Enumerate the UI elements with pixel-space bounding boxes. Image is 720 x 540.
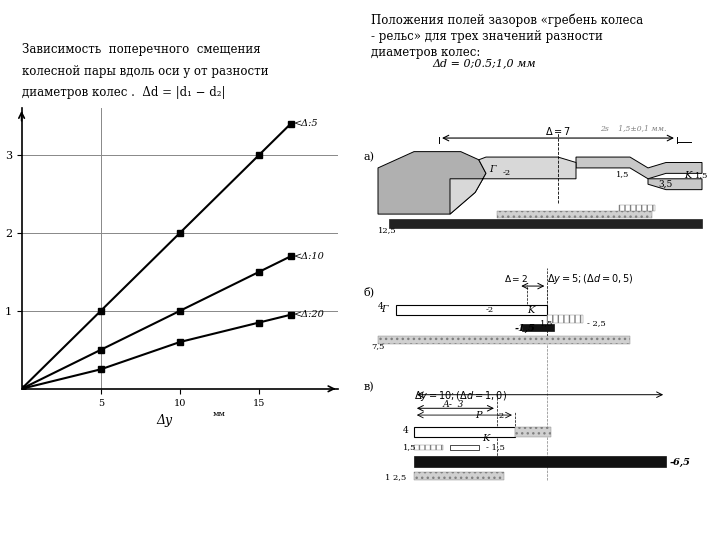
Text: 4: 4 [403,426,409,435]
Text: 1 2,5: 1 2,5 [385,473,407,481]
Text: Δd = 0;0.5;1,0 мм: Δd = 0;0.5;1,0 мм [432,58,536,68]
Text: <Δ:5: <Δ:5 [294,119,319,128]
Text: $\Delta y = 5; (\Delta d = 0,5)$: $\Delta y = 5; (\Delta d = 0,5)$ [547,272,634,286]
Text: -2: -2 [503,168,510,177]
Text: Δy: Δy [156,414,172,427]
Polygon shape [576,157,702,179]
Text: $\Delta=2$: $\Delta=2$ [504,273,528,284]
Bar [414,427,515,437]
Text: 1,5: 1,5 [695,171,708,179]
Text: а): а) [364,151,374,162]
Text: Р: Р [475,411,482,420]
Bar [547,315,583,323]
Text: 1,5: 1,5 [616,170,629,178]
Text: K: K [482,434,490,443]
Polygon shape [648,179,702,190]
Text: $\Delta = 7$: $\Delta = 7$ [545,125,571,137]
Text: $\Delta y = 10; (\Delta d = 1,0)$: $\Delta y = 10; (\Delta d = 1,0)$ [414,389,507,403]
Text: б): б) [364,287,374,298]
Bar [378,336,630,345]
Bar [414,472,504,480]
Bar [497,211,652,218]
Text: А-  3: А- 3 [443,400,464,409]
Text: - 2,5: - 2,5 [587,319,606,327]
Text: диаметров колес:: диаметров колес: [371,46,480,59]
Text: 4: 4 [378,302,384,311]
Bar [414,445,443,450]
Bar [389,219,702,228]
Text: -2: -2 [486,306,494,314]
Text: Г: Г [382,305,388,314]
Text: -2: -2 [497,412,505,420]
Bar [522,324,554,331]
Text: Г: Г [490,165,496,174]
Bar [450,445,479,450]
Text: - рельс» для трех значений разности: - рельс» для трех значений разности [371,30,603,43]
Text: диаметров колес .  Δd = |d₁ − d₂|: диаметров колес . Δd = |d₁ − d₂| [22,86,225,99]
Text: <Δ:10: <Δ:10 [294,252,325,261]
Text: Положения полей зазоров «гребень колеса: Положения полей зазоров «гребень колеса [371,14,643,27]
Text: -6,5: -6,5 [670,457,690,467]
Text: 7,5: 7,5 [371,342,384,350]
Text: мм: мм [213,410,226,418]
Bar [396,305,547,315]
Polygon shape [378,152,486,214]
Bar [414,456,666,467]
Bar [619,205,655,211]
Text: 12,5: 12,5 [378,226,397,234]
Text: 1,5: 1,5 [540,319,554,327]
Polygon shape [450,157,576,214]
Text: - 1,5: - 1,5 [486,443,505,451]
Text: колесной пары вдоль оси y от разности: колесной пары вдоль оси y от разности [22,65,269,78]
Text: 1,5: 1,5 [403,443,417,451]
Text: <Δ:20: <Δ:20 [294,310,325,319]
Bar [515,427,551,437]
Text: Зависимость  поперечного  смещения: Зависимость поперечного смещения [22,43,260,56]
Text: 2s    1,5±0,1 мм.: 2s 1,5±0,1 мм. [600,124,666,132]
Text: -1,5: -1,5 [515,325,536,333]
Text: 3,5: 3,5 [659,180,673,189]
Text: K: K [527,306,535,315]
Text: в): в) [364,382,374,393]
Text: K: K [684,171,691,180]
